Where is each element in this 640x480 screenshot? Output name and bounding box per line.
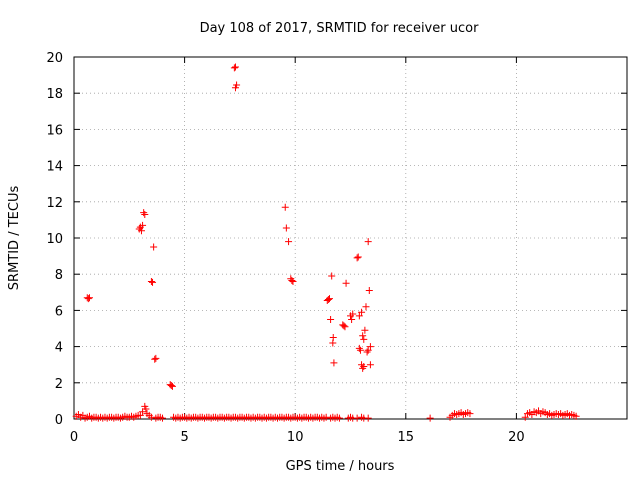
data-point — [150, 243, 158, 251]
data-point — [233, 81, 241, 89]
data-point — [342, 279, 350, 287]
data-point — [142, 405, 150, 413]
data-point — [426, 414, 434, 422]
data-point — [353, 254, 361, 262]
data-point — [231, 63, 239, 71]
data-point — [358, 308, 366, 316]
y-tick-label: 10 — [46, 232, 63, 247]
data-point — [349, 310, 357, 318]
data-point — [230, 64, 238, 72]
data-point — [359, 332, 367, 340]
data-point — [359, 364, 367, 372]
data-point — [361, 326, 369, 334]
grid-lines — [74, 57, 627, 419]
data-point — [466, 410, 474, 418]
data-point — [340, 322, 348, 330]
data-point — [366, 343, 374, 351]
data-point — [360, 363, 368, 371]
y-axis-label: SRMTID / TECUs — [7, 186, 22, 291]
data-point — [139, 221, 147, 229]
data-point — [521, 413, 529, 421]
data-point — [167, 382, 175, 390]
x-axis-label: GPS time / hours — [286, 459, 395, 474]
chart-title: Day 108 of 2017, SRMTID for receiver uco… — [200, 21, 480, 36]
y-tick-label: 2 — [55, 377, 63, 392]
x-tick-label: 10 — [287, 430, 304, 445]
y-tick-label: 0 — [55, 413, 63, 428]
data-point — [355, 344, 363, 352]
data-point — [330, 359, 338, 367]
data-point — [362, 303, 370, 311]
data-point — [84, 295, 92, 303]
data-point — [348, 315, 356, 323]
data-point — [289, 277, 297, 285]
y-tick-labels: 0 2 4 6 8 10 12 14 16 18 20 — [46, 51, 63, 428]
data-point — [285, 238, 293, 246]
data-point — [325, 295, 333, 303]
data-point — [364, 238, 372, 246]
data-point — [85, 294, 93, 302]
data-point — [360, 335, 368, 343]
data-points — [72, 63, 580, 422]
data-point — [147, 277, 155, 285]
data-point — [366, 361, 374, 369]
data-point — [140, 209, 148, 217]
y-tick-label: 20 — [46, 51, 63, 66]
data-point — [355, 312, 363, 320]
x-tick-label: 5 — [180, 430, 188, 445]
data-point — [282, 224, 290, 232]
data-point — [149, 278, 157, 286]
data-point — [168, 382, 176, 390]
y-tick-label: 18 — [46, 87, 63, 102]
y-tick-label: 6 — [55, 304, 63, 319]
data-point — [364, 346, 372, 354]
x-tick-label: 20 — [508, 430, 525, 445]
data-point — [147, 413, 155, 421]
data-point — [288, 277, 296, 285]
data-point — [141, 210, 149, 218]
data-point — [281, 203, 289, 211]
x-tick-labels: 0 5 10 15 20 — [70, 430, 525, 445]
data-point — [327, 315, 335, 323]
y-tick-label: 16 — [46, 123, 63, 138]
data-point — [365, 286, 373, 294]
data-point — [363, 348, 371, 356]
data-point — [354, 253, 362, 261]
data-point — [324, 296, 332, 304]
data-point — [322, 413, 330, 421]
data-point — [137, 227, 145, 235]
data-point — [356, 346, 364, 354]
data-point — [151, 355, 159, 363]
data-point — [328, 272, 336, 280]
data-point — [136, 411, 144, 419]
y-tick-label: 14 — [46, 160, 63, 175]
data-point — [329, 334, 337, 342]
data-point — [364, 414, 372, 422]
y-tick-label: 8 — [55, 268, 63, 283]
data-point — [158, 414, 166, 422]
x-tick-label: 0 — [70, 430, 78, 445]
data-point — [353, 414, 361, 422]
data-point — [572, 412, 580, 420]
y-tick-label: 4 — [55, 341, 63, 356]
y-tick-label: 12 — [46, 196, 63, 211]
data-point — [152, 354, 160, 362]
data-point — [341, 323, 349, 331]
data-point — [335, 414, 343, 422]
x-tick-label: 15 — [398, 430, 415, 445]
